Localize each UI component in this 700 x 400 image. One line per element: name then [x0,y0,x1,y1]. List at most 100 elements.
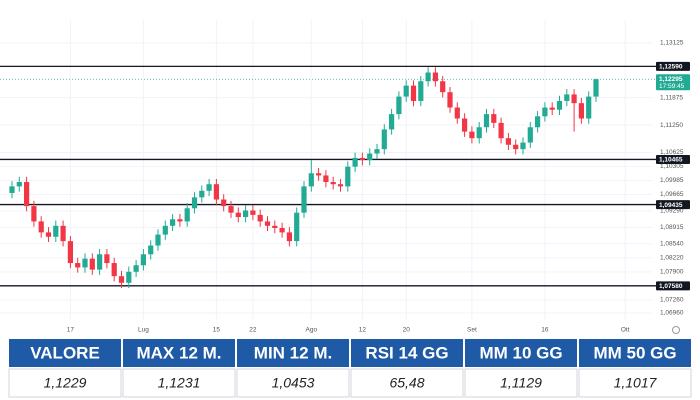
table-header-cell [123,339,235,367]
candle-body [140,254,146,266]
candle-body [31,206,37,222]
candle-body [396,96,402,115]
y-tick-label: 1,13125 [660,40,684,47]
table-cell [8,368,122,398]
candle-body [126,271,132,283]
candle-body [111,263,117,277]
candle-body [462,118,468,132]
candle-body [381,129,387,150]
candle-body [323,175,329,183]
level-label-box [656,281,690,291]
candle-body [440,81,446,93]
candle-body [118,276,125,283]
candle-body [199,190,205,198]
candle-body [250,210,256,215]
x-tick-label: Lug [138,327,149,334]
candle-body [89,258,95,270]
candle-body [53,225,59,237]
x-tick-label: 20 [403,327,411,334]
y-tick-label: 1,07900 [660,269,684,276]
candle-body [170,219,176,226]
x-tick-label: 16 [541,327,549,334]
level-label: 1,12590 [659,64,683,71]
candle-body [425,72,431,82]
table-header-text: VALORE [30,343,100,362]
candle-body [593,79,599,97]
y-tick-label: 1,10305 [660,163,684,170]
candle-body [67,241,73,264]
x-tick-label: 15 [213,327,221,334]
table-cell [578,368,692,398]
x-tick-label: Ago [306,327,318,334]
candle-body [367,153,373,161]
candle-body [345,166,351,187]
candle-body [542,107,548,117]
candle-body [513,144,519,150]
table-cell-text: 1,1017 [614,375,658,391]
y-tick-label: 1,09985 [660,177,684,184]
candle-body [155,234,161,246]
y-tick-label: 1,11250 [660,122,683,129]
candle-body [476,127,482,139]
x-tick-label: 22 [249,327,257,334]
candle-body [571,94,577,104]
candle-body [9,186,15,193]
candle-body [206,184,212,191]
y-tick-label: 1,08540 [660,240,684,247]
table-header-cell [579,339,691,367]
candle-body [162,225,168,235]
candle-body [359,157,365,161]
candle-body [316,173,322,176]
candle-body [279,228,285,233]
level-label-box [656,154,690,164]
candle-body [556,100,563,110]
candle-body [301,186,307,213]
settings-icon[interactable] [672,326,680,334]
candle-body [228,206,234,213]
candle-body [221,199,227,207]
x-tick-label: Set [467,327,477,334]
candle-body [491,114,497,123]
y-tick-label: 1,08220 [660,255,684,262]
candle-body [498,122,504,139]
candle-body [308,173,314,187]
table-cell-text: 1,1229 [44,375,87,391]
candle-body [432,72,438,82]
table-cell [350,368,464,398]
x-tick-label: Ott [621,327,630,334]
last-price-label: 1,12295 [659,76,683,83]
level-label: 1,09435 [659,202,683,209]
level-label-box [656,61,690,71]
candle-body [447,92,453,108]
candle-body [418,81,424,101]
candle-body [520,142,526,150]
candle-body [60,225,66,242]
candle-body [549,107,555,110]
candle-body [45,232,52,237]
candle-body [24,182,30,207]
table-cell-text: 1,0453 [272,375,315,391]
candle-body [389,114,395,130]
y-tick-label: 1,10625 [660,149,684,156]
table-cell-text: 65,48 [389,375,424,391]
candle-body [16,182,22,187]
table-header-cell [465,339,577,367]
candle-body [294,212,300,242]
candle-body [133,265,139,272]
table-header-text: MM 10 GG [479,343,562,362]
candle-body [454,107,460,119]
candle-body [38,221,44,233]
last-price-box [656,74,690,91]
table-header-text: MAX 12 M. [136,343,221,362]
candle-body [403,85,409,97]
candle-body [578,103,584,119]
table-cell-text: 1,1129 [500,375,542,391]
candle-body [272,225,278,229]
level-label-box [656,200,690,210]
candle-body [148,245,154,255]
table-cell [122,368,236,398]
candle-body [527,127,533,143]
candle-body [264,221,271,226]
candle-body [104,254,110,264]
level-label: 1,07580 [659,283,683,290]
